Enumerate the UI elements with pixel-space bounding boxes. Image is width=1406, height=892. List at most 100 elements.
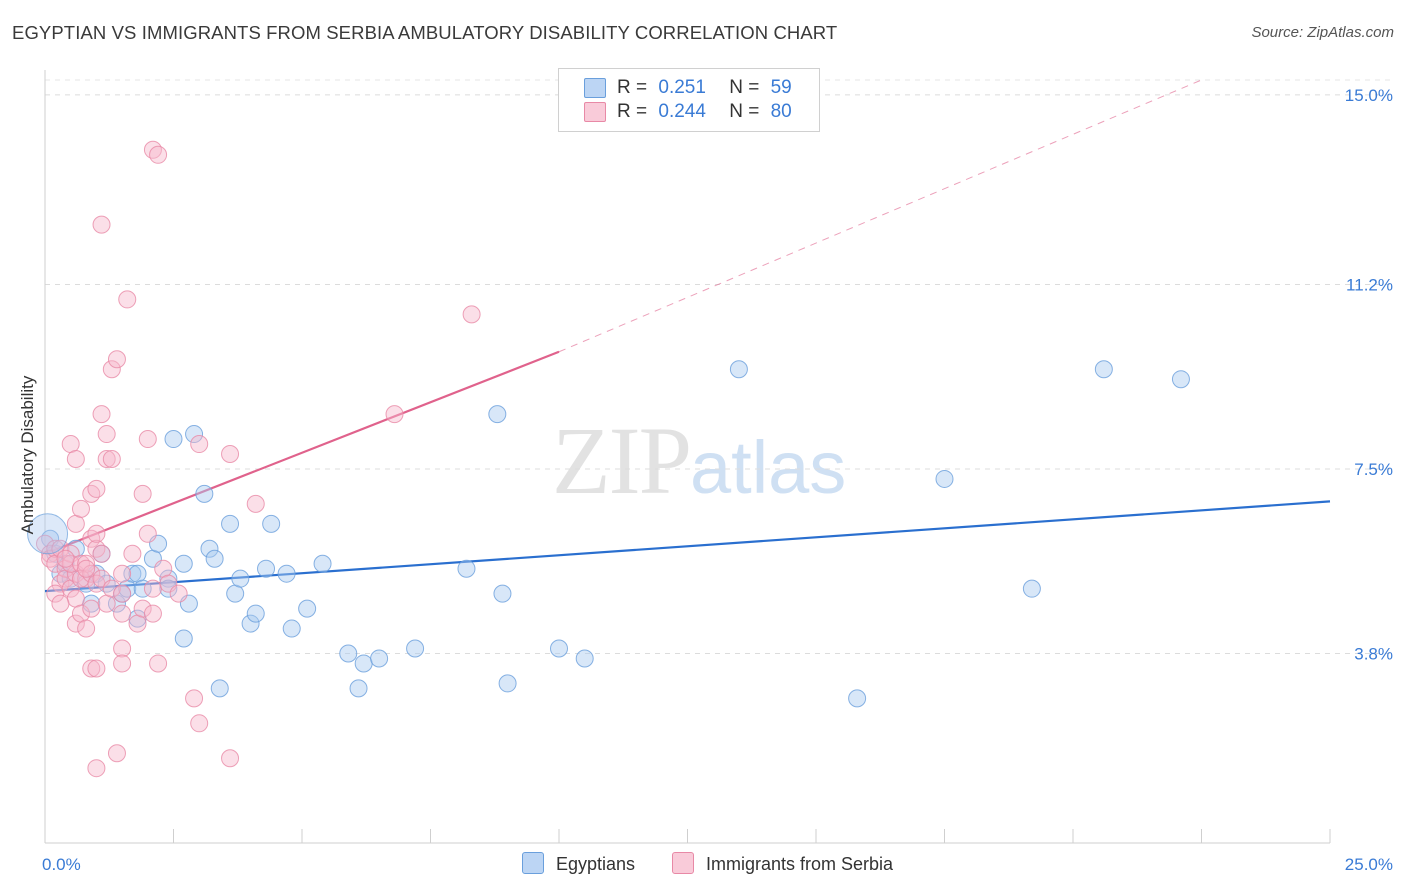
bottom-legend-label: Egyptians: [556, 854, 636, 874]
egyptians-point: [128, 564, 147, 583]
watermark: ZIPatlas: [552, 405, 846, 516]
serbia-point: [107, 744, 126, 763]
serbia-point: [113, 654, 132, 673]
egyptians-point: [241, 614, 260, 633]
serbia-point: [82, 529, 101, 548]
x-tick-label: 0.0%: [42, 855, 81, 874]
egyptians-point: [226, 584, 245, 603]
bottom-legend-egyptians: Egyptians: [522, 852, 635, 875]
serbia-point: [56, 549, 75, 568]
y-axis-label: Ambulatory Disability: [18, 375, 37, 535]
serbia-point: [97, 425, 116, 444]
bottom-legend-serbia: Immigrants from Serbia: [672, 852, 893, 875]
serbia-point: [107, 350, 126, 369]
serbia-point: [133, 484, 152, 503]
grid-lines: [45, 79, 1395, 654]
serbia-point: [190, 714, 209, 733]
egyptians-trend-line: [44, 500, 1331, 593]
serbia-point: [185, 689, 204, 708]
chart-title: EGYPTIAN VS IMMIGRANTS FROM SERBIA AMBUL…: [12, 22, 838, 43]
egyptians-point: [550, 639, 568, 658]
serbia-point: [138, 430, 157, 449]
legend-r-label: R =: [617, 101, 648, 122]
egyptians-point: [339, 644, 358, 663]
egyptians-point: [457, 559, 476, 578]
axes: [44, 70, 1331, 844]
egyptians-point: [210, 679, 229, 698]
serbia-point: [149, 654, 168, 673]
y-tick-label: 7.5%: [1354, 460, 1393, 479]
serbia-point: [221, 445, 240, 464]
serbia-point: [82, 484, 101, 503]
serbia-point: [102, 579, 121, 598]
legend-swatch-pink: [584, 102, 606, 122]
legend-n-value: 80: [770, 101, 792, 122]
watermark-atlas: atlas: [690, 426, 847, 509]
egyptians-point: [1094, 360, 1113, 379]
data-points: [27, 140, 1190, 778]
serbia-trend-line: [44, 350, 560, 555]
serbia-point: [113, 639, 132, 658]
y-tick-label: 11.2%: [1346, 275, 1393, 294]
serbia-point: [102, 360, 121, 379]
serbia-point: [113, 584, 132, 603]
egyptians-point: [185, 425, 204, 444]
egyptians-point: [97, 574, 116, 593]
serbia-point: [87, 759, 106, 778]
source-credit: Source: ZipAtlas.com: [1251, 24, 1394, 41]
serbia-point: [128, 614, 147, 633]
serbia-point: [143, 604, 162, 623]
egyptians-point: [195, 484, 214, 503]
serbia-point: [66, 614, 85, 633]
serbia-point: [113, 564, 132, 583]
egyptians-point: [1022, 579, 1041, 598]
egyptians-point: [123, 564, 142, 583]
egyptians-point: [174, 629, 193, 648]
egyptians-point: [257, 559, 276, 578]
egyptians-point: [231, 569, 250, 588]
serbia-point: [51, 594, 70, 613]
legend-swatch-blue: [584, 78, 606, 98]
legend-n-value: 59: [770, 77, 792, 98]
egyptians-point: [488, 405, 507, 424]
tick-labels: 3.8% 7.5% 11.2% 15.0% 0.0% 25.0%: [42, 86, 1393, 874]
serbia-point: [87, 479, 106, 498]
serbia-point: [102, 449, 121, 468]
egyptians-point: [282, 619, 301, 638]
trend-lines: [44, 79, 1331, 593]
serbia-point: [92, 405, 111, 424]
egyptians-point: [133, 579, 152, 598]
serbia-point: [462, 305, 481, 324]
serbia-point: [149, 145, 168, 164]
egyptians-point: [575, 649, 594, 668]
legend-n-label: N =: [729, 77, 760, 98]
egyptians-point: [298, 599, 317, 618]
serbia-point: [143, 579, 162, 598]
egyptians-point: [498, 674, 517, 693]
legend-r-value: 0.244: [658, 101, 706, 122]
serbia-point: [66, 514, 85, 533]
serbia-point: [92, 215, 111, 234]
legend-r-label: R =: [617, 77, 648, 98]
egyptians-point: [349, 679, 368, 698]
legend-n-label: N =: [729, 101, 760, 122]
egyptians-point: [174, 554, 193, 573]
serbia-point: [82, 599, 101, 618]
y-tick-label: 15.0%: [1345, 86, 1393, 105]
serbia-point: [87, 524, 106, 543]
egyptians-point: [164, 430, 183, 449]
serbia-point: [133, 599, 152, 618]
serbia-point: [246, 494, 265, 513]
serbia-point: [71, 499, 90, 518]
serbia-point: [190, 435, 209, 454]
legend-box: R = 0.251 N = 59 R = 0.244 N = 80: [558, 68, 820, 132]
serbia-point: [66, 589, 85, 608]
serbia-point: [138, 524, 157, 543]
serbia-point: [154, 559, 173, 578]
egyptians-point: [370, 649, 389, 668]
egyptians-point: [1171, 370, 1190, 389]
bottom-legend-swatch-pink: [672, 852, 694, 874]
serbia-point: [61, 435, 80, 454]
egyptians-point: [221, 514, 240, 533]
